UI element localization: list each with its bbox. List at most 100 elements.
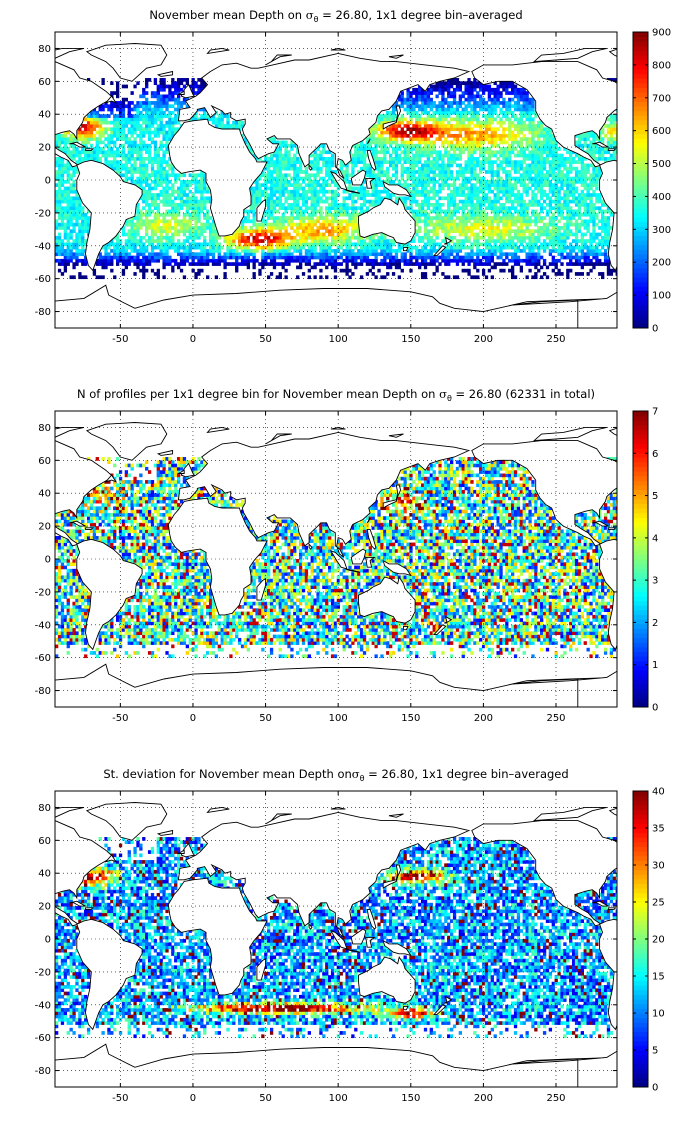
data-cell bbox=[203, 180, 207, 184]
data-cell bbox=[342, 229, 346, 234]
data-cell bbox=[528, 173, 532, 178]
data-cell bbox=[525, 147, 529, 151]
data-cell bbox=[98, 255, 102, 260]
data-cell bbox=[78, 275, 82, 280]
data-cell bbox=[237, 226, 242, 230]
data-cell bbox=[444, 212, 448, 217]
data-cell bbox=[145, 262, 149, 266]
data-cell bbox=[147, 137, 152, 141]
data-cell bbox=[330, 203, 335, 207]
data-cell bbox=[476, 143, 480, 148]
data-cell bbox=[473, 163, 477, 168]
data-cell bbox=[566, 232, 570, 237]
data-cell bbox=[548, 196, 553, 201]
data-cell bbox=[534, 252, 538, 257]
data-cell bbox=[481, 232, 486, 237]
data-cell bbox=[252, 193, 256, 197]
data-cell bbox=[264, 163, 268, 168]
data-cell bbox=[435, 265, 439, 270]
data-cell bbox=[78, 156, 82, 161]
data-cell bbox=[452, 153, 457, 158]
data-cell bbox=[566, 170, 570, 174]
data-cell bbox=[473, 143, 477, 148]
data-cell bbox=[301, 212, 306, 217]
data-cell bbox=[476, 173, 480, 178]
data-cell bbox=[188, 232, 192, 237]
data-cell bbox=[429, 133, 433, 138]
data-cell bbox=[165, 189, 169, 194]
data-cell bbox=[249, 226, 253, 230]
data-cell bbox=[258, 176, 262, 181]
data-cell bbox=[72, 255, 76, 260]
data-cell bbox=[513, 209, 518, 214]
data-cell bbox=[473, 189, 477, 194]
data-cell bbox=[479, 235, 483, 240]
data-cell bbox=[156, 170, 160, 174]
data-cell bbox=[560, 153, 564, 158]
data-cell bbox=[371, 183, 375, 187]
data-cell bbox=[423, 196, 428, 201]
data-cell bbox=[127, 255, 131, 260]
data-cell bbox=[444, 226, 448, 230]
data-cell bbox=[133, 180, 137, 184]
data-cell bbox=[455, 203, 460, 207]
data-cell bbox=[389, 239, 393, 243]
data-cell bbox=[267, 229, 271, 234]
data-cell bbox=[598, 166, 602, 171]
data-cell bbox=[450, 193, 454, 197]
data-cell bbox=[554, 189, 558, 194]
data-cell bbox=[412, 176, 416, 181]
data-cell bbox=[493, 232, 497, 237]
data-cell bbox=[325, 170, 329, 174]
data-cell bbox=[325, 275, 329, 280]
data-cell bbox=[458, 170, 463, 174]
data-cell bbox=[525, 216, 529, 220]
data-cell bbox=[240, 245, 245, 250]
data-cell bbox=[476, 255, 480, 260]
data-cell bbox=[383, 180, 387, 184]
data-cell bbox=[496, 212, 500, 217]
data-cell bbox=[319, 156, 323, 161]
data-cell bbox=[452, 156, 457, 161]
data-cell bbox=[551, 143, 555, 148]
data-cell bbox=[147, 262, 152, 266]
data-cell bbox=[246, 219, 250, 224]
data-cell bbox=[287, 219, 291, 224]
data-cell bbox=[609, 153, 614, 158]
data-cell bbox=[528, 229, 532, 234]
data-cell bbox=[203, 235, 207, 240]
data-cell bbox=[348, 222, 352, 227]
data-cell bbox=[496, 235, 500, 240]
data-cell bbox=[583, 239, 587, 243]
data-cell bbox=[374, 140, 378, 145]
data-cell bbox=[447, 173, 451, 178]
data-cell bbox=[267, 245, 271, 250]
data-cell bbox=[139, 173, 143, 178]
data-cell bbox=[513, 160, 518, 164]
data-cell bbox=[592, 235, 596, 240]
data-cell bbox=[362, 196, 367, 201]
data-cell bbox=[450, 245, 454, 250]
data-cell bbox=[310, 196, 314, 201]
data-cell bbox=[420, 170, 425, 174]
data-cell bbox=[406, 196, 410, 201]
data-cell bbox=[269, 196, 274, 201]
data-cell bbox=[537, 268, 541, 273]
data-cell bbox=[473, 212, 477, 217]
data-cell bbox=[339, 222, 343, 227]
data-cell bbox=[275, 245, 280, 250]
data-cell bbox=[464, 186, 468, 191]
data-cell bbox=[510, 252, 515, 257]
data-cell bbox=[412, 180, 416, 184]
data-cell bbox=[319, 212, 323, 217]
data-cell bbox=[374, 262, 378, 266]
data-cell bbox=[232, 252, 236, 257]
data-cell bbox=[513, 153, 518, 158]
data-cell bbox=[101, 255, 105, 260]
data-cell bbox=[423, 143, 428, 148]
data-cell bbox=[606, 265, 611, 270]
data-cell bbox=[185, 258, 189, 263]
data-cell bbox=[139, 222, 143, 227]
data-cell bbox=[272, 235, 277, 240]
data-cell bbox=[362, 209, 367, 214]
